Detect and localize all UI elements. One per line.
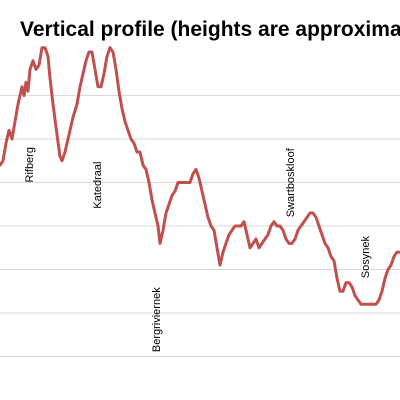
place-label-katedraal: Katedraal: [92, 162, 104, 209]
place-label-sosynek: Sosynek: [360, 236, 372, 279]
place-label-rifberg: Rifberg: [24, 147, 36, 182]
gridlines: [0, 95, 400, 357]
place-label-bergriviernek: Bergriviernek: [151, 287, 163, 352]
place-labels: Rifberg Katedraal Bergriviernek Swartbosklo…: [24, 147, 372, 352]
place-label-swartboskloof: Swartboskloof: [285, 147, 297, 217]
elevation-profile-line: [0, 46, 400, 306]
chart-title: Vertical profile (heights are approximat: [20, 18, 400, 41]
